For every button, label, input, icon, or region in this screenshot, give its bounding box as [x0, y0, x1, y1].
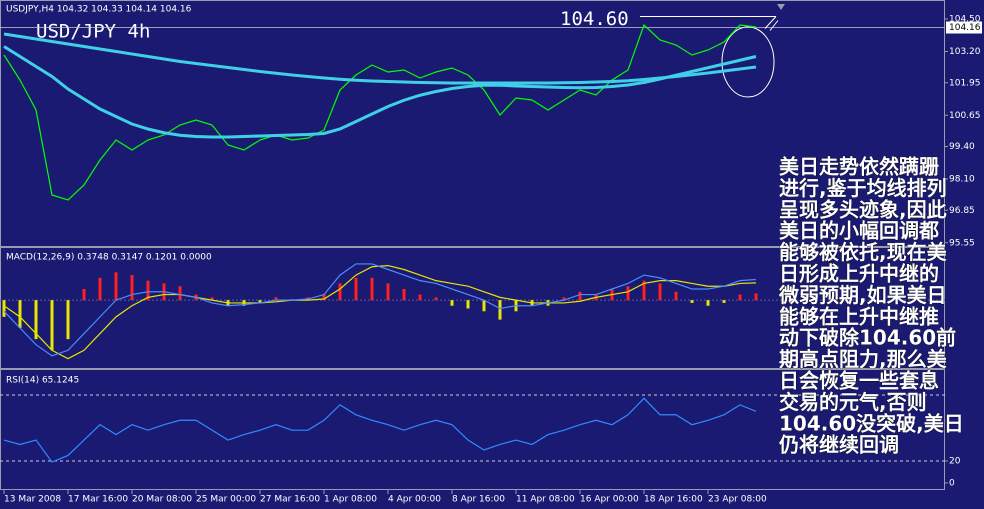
histogram-bar — [706, 300, 710, 306]
histogram-bar — [482, 300, 486, 312]
annotation: 美日走势依然蹒跚进行,鉴于均线排列呈现多头迹象,因此美日的小幅回调都能够被依托,… — [778, 154, 964, 457]
histogram-bar — [114, 272, 118, 301]
y-tick-label: 96.85 — [949, 206, 975, 216]
series-line — [3, 45, 757, 139]
x-tick-label: 18 Apr 16:00 — [644, 495, 703, 505]
x-tick-label: 4 Apr 00:00 — [388, 495, 441, 505]
plot-area: 104.50 103.20 101.95 100.65 99.40 98.10 96.85 9… — [0, 8, 982, 505]
annotation-line: 能够在上升中继推 — [779, 304, 939, 328]
last-price-label: 104.16 — [949, 23, 981, 33]
y-tick-label: 95.55 — [949, 238, 975, 248]
x-tick-label: 16 Apr 00:00 — [580, 495, 639, 505]
macd-title: MACD(12,26,9) 0.3748 0.3147 0.1201 0.000… — [6, 253, 212, 263]
histogram-bar — [2, 300, 6, 317]
resistance-arrow — [764, 16, 779, 31]
y-tick-label: 98.10 — [949, 175, 975, 185]
highlight-ellipse — [721, 26, 775, 98]
histogram-bar — [754, 293, 758, 301]
annotation-line: 日会恢复一些套息 — [779, 369, 939, 393]
y-tick-label: 99.40 — [949, 142, 975, 152]
x-tick-label: 20 Mar 08:00 — [132, 495, 192, 505]
histogram-bar — [210, 297, 214, 301]
histogram-bar — [258, 300, 262, 303]
chart-subtitle: USDJPY,H4 104.32 104.33 104.14 104.16 — [6, 5, 192, 15]
annotation-line: 期高点阻力,那么美 — [779, 347, 948, 371]
histogram-bar — [322, 294, 326, 301]
x-tick-label: 17 Mar 16:00 — [68, 495, 128, 505]
histogram-bar — [354, 277, 358, 301]
y-tick-label: 104.50 — [949, 15, 981, 25]
histogram-bar — [178, 286, 182, 301]
histogram-bar — [626, 286, 630, 301]
resistance-label: 104.60 — [560, 8, 629, 30]
histogram-bar — [130, 275, 134, 301]
histogram-bar — [658, 283, 662, 301]
x-tick-label: 23 Apr 08:00 — [708, 495, 767, 505]
series-line — [3, 397, 757, 463]
rsi-title: RSI(14) 65.1245 — [6, 376, 79, 386]
x-tick-label: 27 Mar 16:00 — [260, 495, 320, 505]
histogram-bar — [146, 280, 150, 301]
x-tick-label: 13 Mar 2008 — [4, 495, 61, 505]
shift-marker — [777, 4, 785, 10]
y-tick-label: 0 — [949, 478, 955, 488]
histogram-bar — [274, 297, 278, 301]
y-tick-label: 20 — [949, 456, 961, 466]
x-tick-label: 8 Apr 16:00 — [452, 495, 505, 505]
histogram-bar — [418, 294, 422, 301]
histogram-bar — [370, 277, 374, 301]
histogram-bar — [642, 280, 646, 301]
annotation-line: 日形成上升中继的 — [779, 262, 939, 286]
annotation-line: 微弱预期,如果美日 — [778, 283, 947, 307]
y-tick-label: 100.65 — [949, 111, 981, 121]
histogram-bar — [402, 289, 406, 301]
x-tick-label: 25 Mar 00:00 — [196, 495, 256, 505]
annotation-line: 仍将继续回调 — [778, 433, 899, 457]
histogram-bar — [562, 297, 566, 301]
y-tick-label: 103.20 — [949, 47, 981, 57]
histogram-bar — [450, 300, 454, 306]
annotation-line: 美日走势依然蹒跚 — [779, 155, 939, 179]
y-tick-label: 101.95 — [949, 78, 981, 88]
annotation-line: 动下破除104.60前 — [779, 326, 956, 350]
series-line — [3, 263, 757, 357]
histogram-bar — [674, 291, 678, 301]
annotation-line: 呈现多头迹象,因此 — [779, 197, 947, 221]
last-price-box — [946, 21, 982, 34]
histogram-bar — [50, 300, 54, 351]
histogram-bar — [434, 297, 438, 301]
histogram-bar — [498, 300, 502, 320]
x-tick-label: 11 Apr 08:00 — [516, 495, 575, 505]
chart-title: USD/JPY 4h — [36, 21, 150, 43]
histogram-bar — [66, 300, 70, 340]
annotation-line: 104.60没突破,美日 — [779, 411, 964, 435]
histogram-bar — [18, 300, 22, 328]
annotation-line: 进行,鉴于均线排列 — [779, 176, 947, 200]
histogram-bar — [82, 289, 86, 301]
histogram-bar — [738, 294, 742, 301]
histogram-bar — [578, 291, 582, 301]
histogram-bar — [466, 300, 470, 309]
frame — [0, 0, 945, 490]
x-tick-label: 1 Apr 08:00 — [324, 495, 377, 505]
annotation-line: 能够被依托,现在美 — [779, 240, 948, 264]
annotation-line: 交易的元气,否则 — [779, 390, 927, 414]
histogram-bar — [98, 277, 102, 301]
histogram-bar — [690, 300, 694, 303]
histogram-bar — [34, 300, 38, 340]
annotation-line: 美日的小幅回调都 — [779, 219, 939, 243]
histogram-bar — [338, 283, 342, 301]
series-line — [3, 23, 757, 201]
histogram-bar — [386, 283, 390, 301]
histogram-bar — [722, 300, 726, 303]
series-line — [3, 32, 757, 85]
